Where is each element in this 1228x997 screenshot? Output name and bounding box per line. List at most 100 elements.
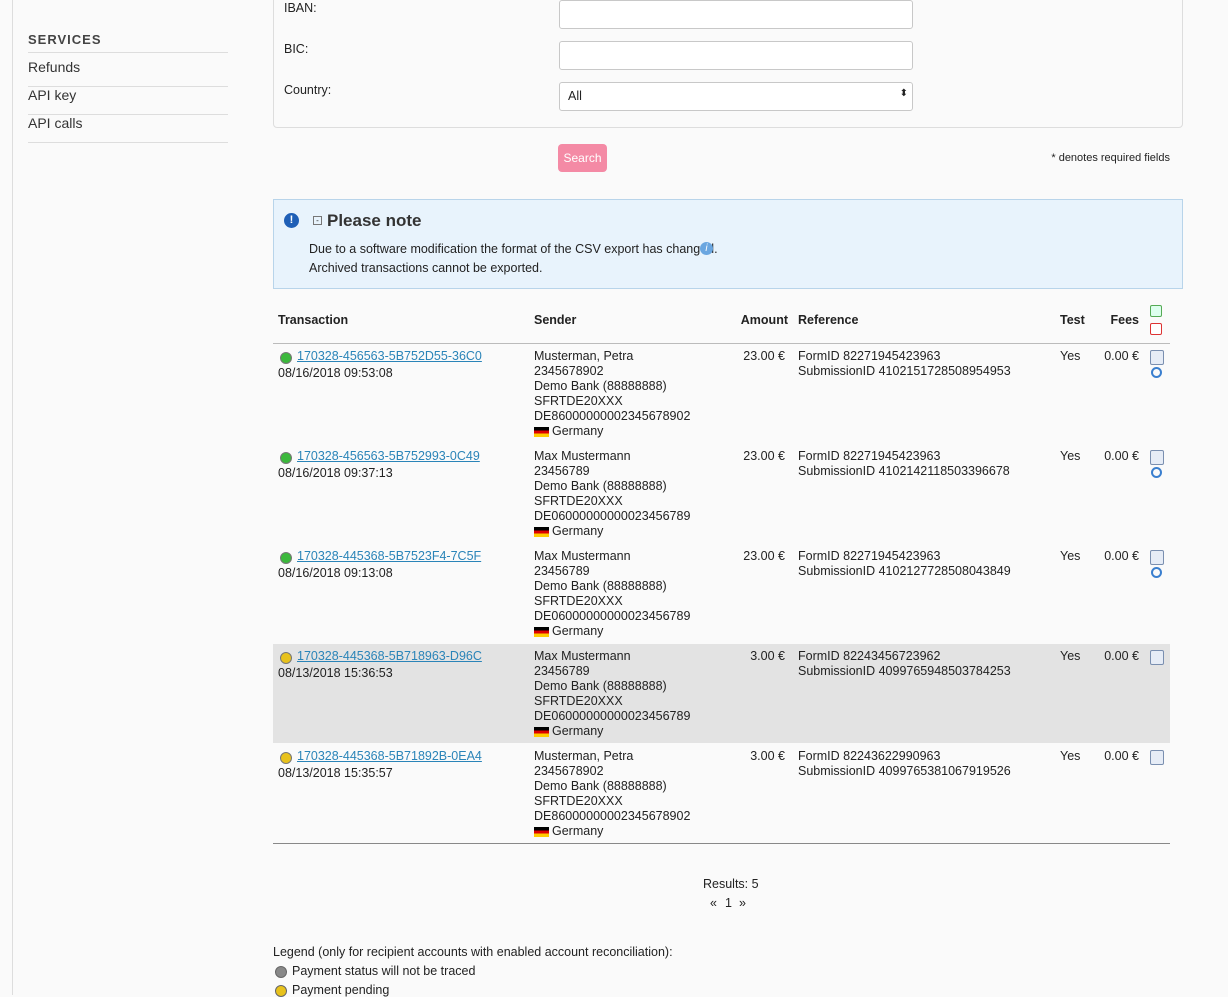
pdf-icon[interactable] — [1150, 323, 1162, 335]
bic-input[interactable] — [559, 41, 913, 70]
details-icon[interactable] — [1150, 650, 1164, 665]
legend-text: Payment pending — [292, 983, 390, 997]
sender-line: Max Mustermann — [534, 549, 631, 563]
sender-line: DE86000000002345678902 — [534, 809, 691, 823]
details-icon[interactable] — [1150, 550, 1164, 565]
refund-icon[interactable] — [1151, 567, 1162, 578]
fees: 0.00 € — [1104, 449, 1139, 463]
fees: 0.00 € — [1104, 349, 1139, 363]
test: Yes — [1060, 749, 1081, 763]
sender-line: 23456789 — [534, 564, 590, 578]
select-value: All — [568, 89, 582, 103]
sidebar-link[interactable]: API key — [28, 87, 228, 115]
header-line — [273, 343, 1170, 344]
details-icon[interactable] — [1150, 750, 1164, 765]
sender-line: SFRTDE20XXX — [534, 594, 623, 608]
status-dot — [280, 352, 292, 364]
country-select[interactable]: All ⬍ — [559, 82, 913, 111]
sender-line: Max Mustermann — [534, 449, 631, 463]
sender-line: DE06000000000023456789 — [534, 709, 691, 723]
sender-line: DE86000000002345678902 — [534, 409, 691, 423]
sender-line: Demo Bank (88888888) — [534, 379, 667, 393]
collapse-icon[interactable]: - — [313, 216, 322, 225]
column-header: Amount — [740, 313, 788, 327]
reference-line: SubmissionID 4102142118503396678 — [798, 464, 1010, 478]
column-header: Sender — [534, 313, 577, 327]
details-icon[interactable] — [1150, 450, 1164, 465]
export-icon[interactable] — [1150, 305, 1162, 317]
info-icon: ! — [284, 213, 299, 228]
transaction-date: 08/16/2018 09:13:08 — [278, 566, 393, 580]
fees: 0.00 € — [1104, 549, 1139, 563]
help-icon[interactable]: i — [700, 242, 713, 255]
page-prev[interactable]: « — [710, 896, 717, 910]
test: Yes — [1060, 349, 1081, 363]
sender-line: Musterman, Petra — [534, 349, 634, 363]
sender-line: Demo Bank (88888888) — [534, 779, 667, 793]
country: Germany — [552, 724, 604, 738]
sidebar-heading: SERVICES — [28, 32, 102, 47]
refund-icon[interactable] — [1151, 467, 1162, 478]
transaction-date: 08/13/2018 15:35:57 — [278, 766, 393, 780]
column-header: Fees — [1110, 313, 1140, 327]
transaction-link[interactable]: 170328-445368-5B718963-D96C — [297, 649, 482, 663]
legend-dot — [275, 966, 287, 978]
country: Germany — [552, 524, 604, 538]
transaction-link[interactable]: 170328-445368-5B7523F4-7C5F — [297, 549, 482, 563]
legend-text: Payment status will not be traced — [292, 964, 476, 978]
reference-line: FormID 82243622990963 — [798, 749, 941, 763]
note-box: ! - Please note Due to a software modifi… — [273, 199, 1183, 289]
reference-line: FormID 82271945423963 — [798, 449, 941, 463]
status-dot — [280, 452, 292, 464]
legend-dot — [275, 985, 287, 997]
sender-line: SFRTDE20XXX — [534, 394, 623, 408]
transaction-date: 08/16/2018 09:37:13 — [278, 466, 393, 480]
sidebar-link[interactable]: API calls — [28, 115, 228, 143]
sender-line: SFRTDE20XXX — [534, 494, 623, 508]
iban-input[interactable] — [559, 0, 913, 29]
amount: 3.00 € — [750, 649, 785, 663]
test: Yes — [1060, 449, 1081, 463]
transaction-link[interactable]: 170328-445368-5B71892B-0EA4 — [297, 749, 482, 763]
results-count: Results: 5 — [703, 877, 759, 891]
sender-line: SFRTDE20XXX — [534, 794, 623, 808]
sender-line: DE06000000000023456789 — [534, 609, 691, 623]
search-button[interactable]: Search — [558, 144, 607, 172]
transaction-link[interactable]: 170328-456563-5B752D55-36C0 — [297, 349, 482, 363]
country: Germany — [552, 424, 604, 438]
reference-line: SubmissionID 4099765381067919526 — [798, 764, 1011, 778]
test: Yes — [1060, 549, 1081, 563]
sidebar-border — [12, 0, 13, 995]
sender-line: Max Mustermann — [534, 649, 631, 663]
sender-line: Demo Bank (88888888) — [534, 679, 667, 693]
reference-line: SubmissionID 4102127728508043849 — [798, 564, 1011, 578]
reference-line: FormID 82243456723962 — [798, 649, 941, 663]
divider — [28, 52, 228, 53]
refund-icon[interactable] — [1151, 367, 1162, 378]
reference-line: SubmissionID 4102151728508954953 — [798, 364, 1011, 378]
fees: 0.00 € — [1104, 649, 1139, 663]
page-number[interactable]: 1 — [725, 896, 732, 910]
sidebar-link[interactable]: Refunds — [28, 59, 228, 87]
amount: 3.00 € — [750, 749, 785, 763]
test: Yes — [1060, 649, 1081, 663]
status-dot — [280, 552, 292, 564]
label: Country: — [284, 83, 332, 97]
transaction-link[interactable]: 170328-456563-5B752993-0C49 — [297, 449, 480, 463]
country: Germany — [552, 624, 604, 638]
label: IBAN: — [284, 1, 317, 15]
column-header: Transaction — [278, 313, 349, 327]
reference-line: FormID 82271945423963 — [798, 549, 941, 563]
sender-line: Demo Bank (88888888) — [534, 479, 667, 493]
flag — [534, 827, 549, 837]
flag — [534, 527, 549, 537]
page-next[interactable]: » — [739, 896, 746, 910]
reference-line: FormID 82271945423963 — [798, 349, 941, 363]
legend-title: Legend (only for recipient accounts with… — [273, 945, 673, 959]
select-arrow: ⬍ — [899, 88, 908, 99]
flag — [534, 627, 549, 637]
sender-line: Musterman, Petra — [534, 749, 634, 763]
sender-line: SFRTDE20XXX — [534, 694, 623, 708]
details-icon[interactable] — [1150, 350, 1164, 365]
label: BIC: — [284, 42, 309, 56]
